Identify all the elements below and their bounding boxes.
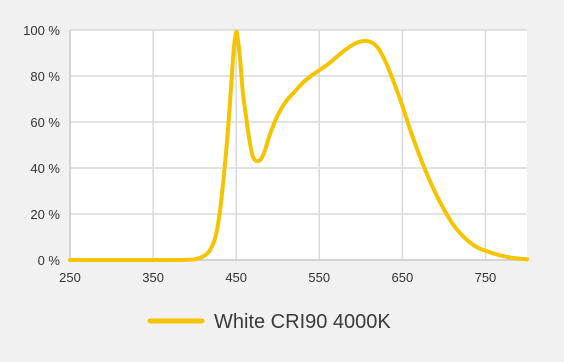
x-tick-label: 350 (142, 270, 164, 285)
y-tick-label: 0 % (38, 253, 61, 268)
x-tick-label: 650 (392, 270, 414, 285)
series-line (68, 29, 529, 263)
series-layer (68, 29, 529, 263)
grid (70, 29, 527, 260)
x-tick-label: 550 (308, 270, 330, 285)
y-tick-label: 80 % (30, 69, 60, 84)
y-tick-label: 40 % (30, 161, 60, 176)
y-tick-label: 60 % (30, 115, 60, 130)
y-tick-label: 100 % (23, 23, 60, 38)
plot-area (70, 30, 527, 260)
y-tick-label: 20 % (30, 207, 60, 222)
x-tick-label: 750 (475, 270, 497, 285)
x-tick-label: 250 (59, 270, 81, 285)
x-tick-label: 450 (225, 270, 247, 285)
axes: 0 % 20 % 40 % 60 % 80 % 100 % 250 350 450 550 650 7… (23, 23, 527, 285)
legend: White CRI90 4000K (147, 311, 391, 333)
legend-label: White CRI90 4000K (214, 311, 391, 333)
